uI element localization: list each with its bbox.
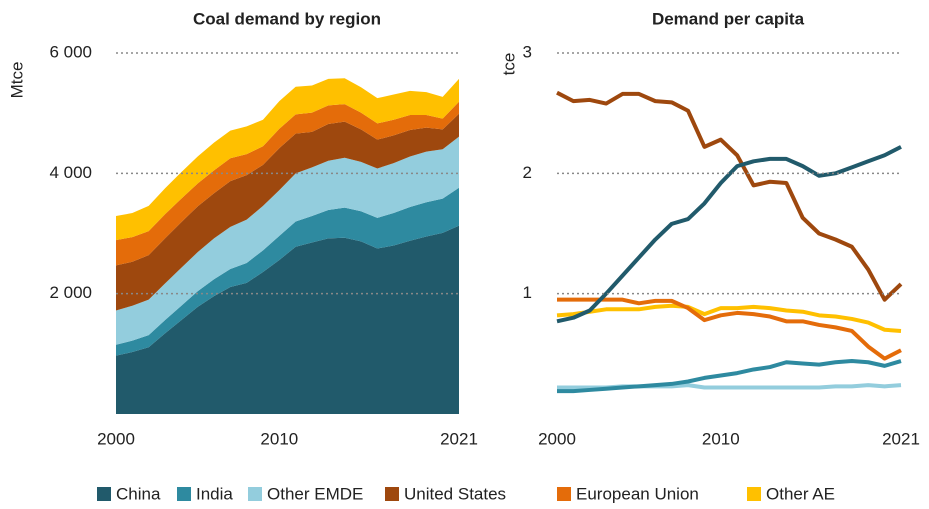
area	[116, 101, 459, 266]
chart-title: Demand per capita	[652, 9, 805, 28]
x-tick-label: 2021	[440, 429, 478, 448]
line	[556, 145, 902, 324]
chart-title: Coal demand by region	[193, 9, 381, 28]
line	[556, 90, 903, 302]
legend-label: India	[196, 484, 233, 503]
y-tick-label: 3	[523, 42, 532, 61]
legend-label: Other AE	[766, 484, 835, 503]
legend-swatch	[177, 487, 191, 501]
y-tick-label: 2	[523, 163, 532, 182]
legend-swatch	[385, 487, 399, 501]
x-tick-label: 2021	[882, 429, 920, 448]
legend-swatch	[248, 487, 262, 501]
line	[557, 297, 902, 361]
area	[116, 78, 459, 241]
y-tick-label: 2 000	[49, 283, 92, 302]
line	[556, 303, 902, 333]
legend-swatch	[747, 487, 761, 501]
legend-swatch	[97, 487, 111, 501]
x-tick-label: 2000	[538, 429, 576, 448]
legend-label: European Union	[576, 484, 699, 503]
legend-label: China	[116, 484, 161, 503]
y-tick-label: 4 000	[49, 163, 92, 182]
x-tick-label: 2010	[702, 429, 740, 448]
y-tick-label: 1	[523, 283, 532, 302]
legend-label: United States	[404, 484, 506, 503]
y-axis-label: Mtce	[7, 62, 26, 99]
x-tick-label: 2010	[260, 429, 298, 448]
area	[116, 113, 459, 311]
area	[116, 136, 459, 345]
x-tick-label: 2000	[97, 429, 135, 448]
y-tick-label: 6 000	[49, 42, 92, 61]
y-axis-label: tce	[499, 53, 518, 76]
line	[557, 359, 902, 394]
area	[116, 187, 459, 356]
legend-label: Other EMDE	[267, 484, 363, 503]
legend-swatch	[557, 487, 571, 501]
area	[116, 225, 459, 414]
